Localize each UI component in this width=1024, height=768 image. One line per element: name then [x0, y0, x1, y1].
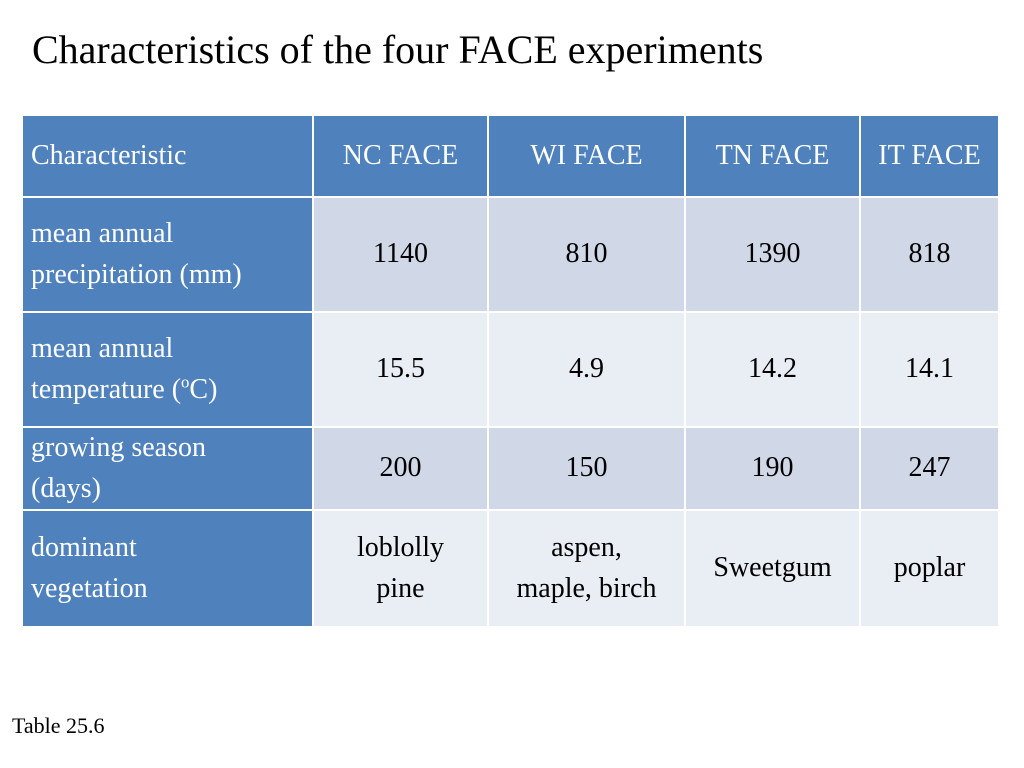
table-caption: Table 25.6	[12, 713, 105, 738]
cell-line: pine	[376, 572, 425, 604]
row-label: mean annual precipitation (mm)	[23, 198, 312, 311]
row-label-line: precipitation (mm)	[31, 258, 242, 290]
header-characteristic: Characteristic	[23, 116, 312, 196]
table-cell: 810	[489, 198, 684, 311]
table-header-row: Characteristic NC FACE WI FACE TN FACE I…	[23, 116, 998, 196]
table-cell: 200	[314, 428, 487, 510]
table-cell: loblolly pine	[314, 511, 487, 627]
row-label-line: mean annual	[31, 217, 174, 249]
degree-superscript: o	[181, 372, 190, 392]
table-row: dominant vegetation loblolly pine aspen,…	[23, 511, 998, 627]
table-cell: 818	[861, 198, 998, 311]
row-label-line: growing season	[31, 432, 206, 463]
cell-line: maple, birch	[516, 572, 657, 604]
table-cell: 14.1	[861, 313, 998, 426]
row-label-line: temperature (oC)	[31, 370, 306, 411]
row-label: dominant vegetation	[23, 511, 312, 627]
cell-line: loblolly	[356, 532, 445, 564]
row-label-text: C)	[189, 373, 218, 405]
row-label: growing season (days)	[23, 428, 312, 510]
cell-line: poplar	[893, 552, 966, 584]
row-label-line: (days)	[31, 472, 101, 504]
header-wi-face: WI FACE	[489, 116, 684, 196]
table-cell: 1140	[314, 198, 487, 311]
cell-line: aspen,	[551, 532, 622, 564]
row-label-line: mean annual	[31, 332, 174, 364]
cell-line: Sweetgum	[713, 552, 832, 584]
face-characteristics-table: Characteristic NC FACE WI FACE TN FACE I…	[21, 114, 1000, 629]
row-label-text: temperature (	[31, 373, 182, 405]
row-label-line: dominant	[31, 532, 137, 564]
table-cell: poplar	[861, 511, 998, 627]
table-cell: 150	[489, 428, 684, 510]
table-cell: 190	[686, 428, 859, 510]
table-cell: aspen, maple, birch	[489, 511, 684, 627]
row-label: mean annual temperature (oC)	[23, 313, 312, 426]
table-cell: 247	[861, 428, 998, 510]
table-row: growing season (days) 200 150 190 247	[23, 428, 998, 510]
header-tn-face: TN FACE	[686, 116, 859, 196]
header-it-face: IT FACE	[861, 116, 998, 196]
table-cell: 1390	[686, 198, 859, 311]
table-cell: Sweetgum	[686, 511, 859, 627]
row-label-line: vegetation	[31, 572, 148, 604]
header-nc-face: NC FACE	[314, 116, 487, 196]
table-row: mean annual temperature (oC) 15.5 4.9 14…	[23, 313, 998, 426]
table-cell: 14.2	[686, 313, 859, 426]
table-row: mean annual precipitation (mm) 1140 810 …	[23, 198, 998, 311]
table-cell: 15.5	[314, 313, 487, 426]
slide-title: Characteristics of the four FACE experim…	[32, 27, 764, 72]
table-cell: 4.9	[489, 313, 684, 426]
